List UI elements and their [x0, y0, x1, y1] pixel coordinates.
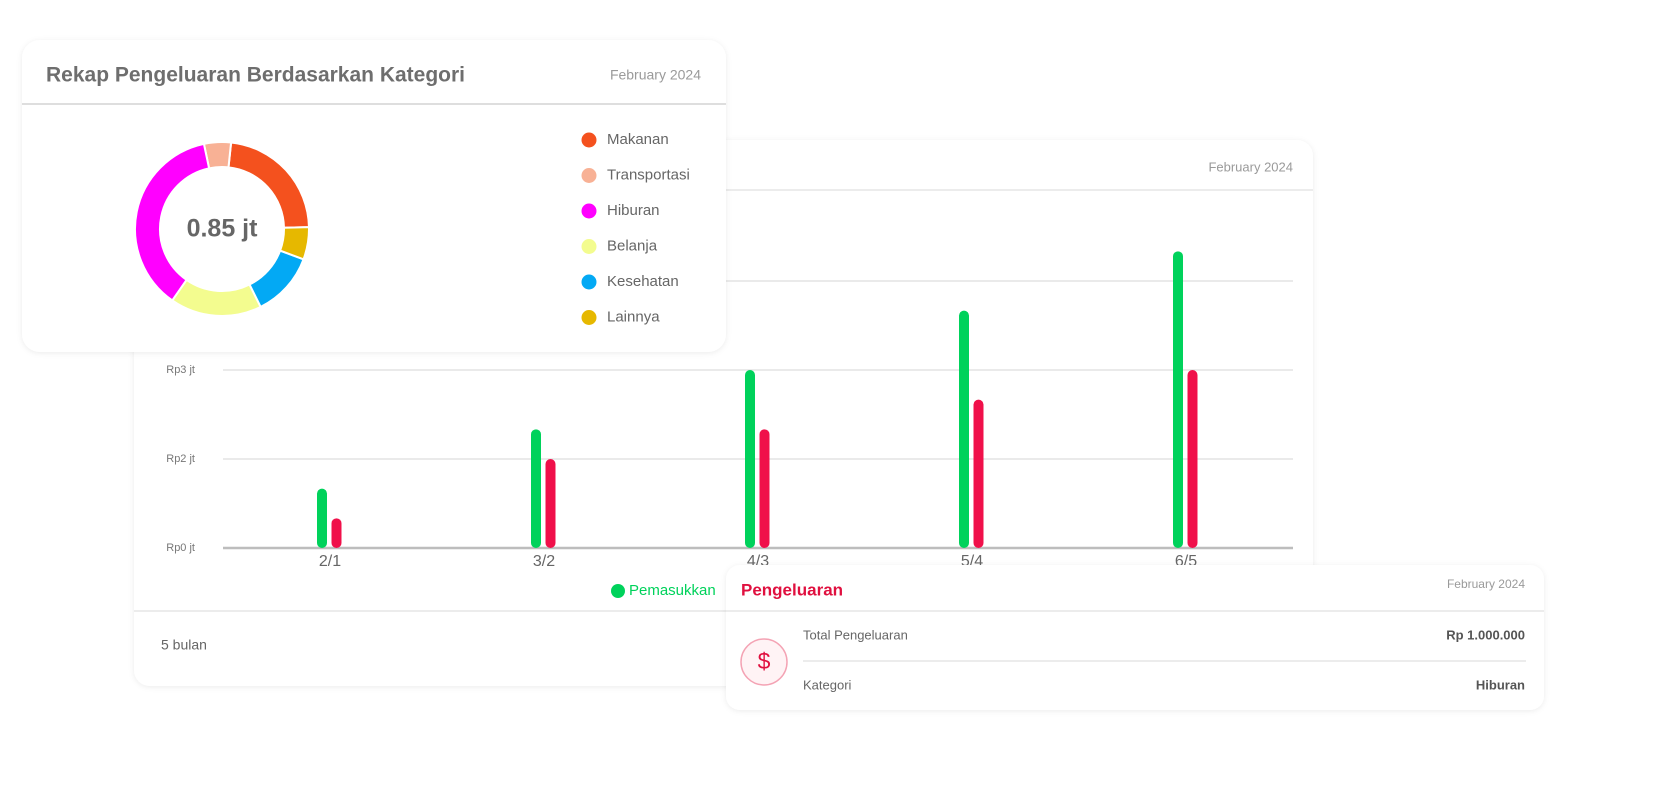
- bar: [759, 429, 770, 548]
- pie-segment: [278, 226, 310, 261]
- bar: [531, 429, 541, 548]
- x-tick-label: 3/2: [533, 553, 555, 570]
- bar: [1173, 251, 1183, 549]
- date: February 2024: [610, 67, 701, 83]
- legend-label: Hiburan: [607, 202, 660, 219]
- bar: [317, 488, 327, 548]
- footer-text: 5 bulan: [161, 637, 207, 653]
- legend-label: Lainnya: [607, 308, 660, 325]
- detail-card: Pengeluaran February 2024 $ Total Pengel…: [726, 565, 1544, 710]
- bar: [545, 459, 556, 548]
- legend-swatch: [581, 239, 597, 254]
- card-bg: [726, 565, 1544, 710]
- legend-swatch: [581, 132, 597, 148]
- pie-segment: [134, 142, 211, 302]
- icon-circle: [740, 638, 788, 686]
- legend-label: Makanan: [607, 131, 669, 148]
- legend-swatch: [611, 584, 625, 598]
- x-tick-label: 2/1: [319, 553, 341, 570]
- legend-swatch: [581, 310, 597, 325]
- legend-label: Pemasukkan: [629, 582, 716, 599]
- legend-swatch: [581, 168, 597, 183]
- legend-label: Belanja: [607, 237, 658, 254]
- y-tick-label: Rp3 jt: [166, 364, 195, 376]
- date: February 2024: [1208, 159, 1293, 174]
- pie-card: Rekap Pengeluaran Berdasarkan Kategori F…: [22, 40, 726, 352]
- y-tick-label: Rp0 jt: [166, 542, 195, 554]
- bar: [331, 518, 342, 548]
- legend-label: Kesehatan: [607, 273, 679, 290]
- card-bg: [22, 40, 726, 352]
- row-value: Rp 1.000.000: [1446, 627, 1525, 642]
- center-label: 0.85 jt: [187, 215, 259, 243]
- row-label: Kategori: [803, 677, 852, 692]
- date: February 2024: [1447, 577, 1525, 591]
- legend-swatch: [581, 274, 597, 290]
- legend-label: Transportasi: [607, 166, 690, 183]
- bar: [1187, 370, 1198, 548]
- card-title: Rekap Pengeluaran Berdasarkan Kategori: [46, 64, 465, 87]
- icon: $: [758, 648, 771, 674]
- row-value: Hiburan: [1476, 677, 1525, 692]
- y-tick-label: Rp2 jt: [166, 453, 195, 465]
- pie-segment: [248, 249, 305, 309]
- bar: [959, 310, 969, 548]
- pie-segment: [202, 141, 233, 170]
- pie-segment: [170, 278, 263, 317]
- bar: [973, 399, 984, 548]
- legend-swatch: [581, 203, 597, 219]
- card-title: Pengeluaran: [741, 580, 843, 599]
- bar: [745, 370, 755, 548]
- row-label: Total Pengeluaran: [803, 627, 908, 642]
